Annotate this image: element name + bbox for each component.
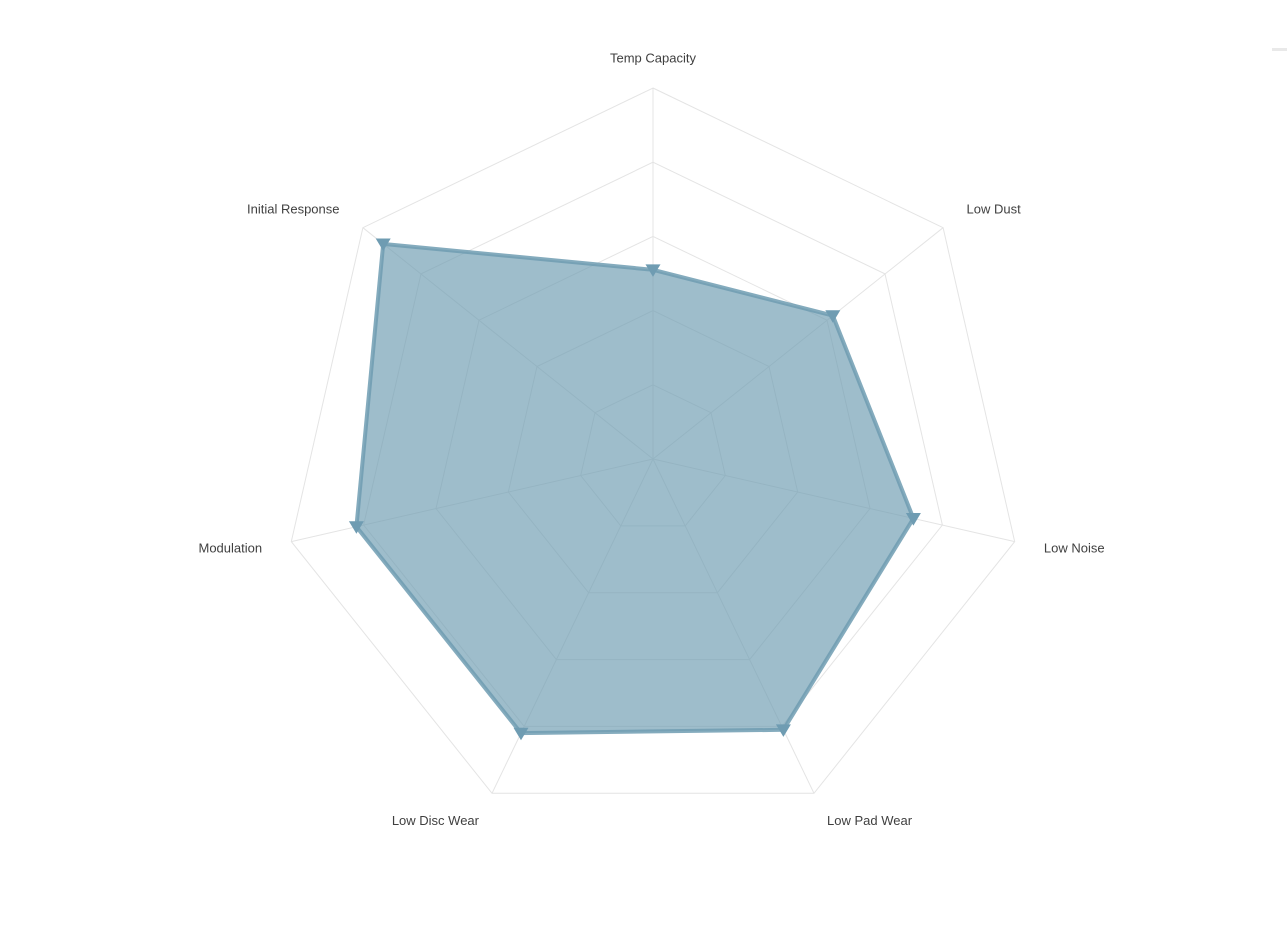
series-line — [354, 241, 916, 736]
data-point-marker-temp-capacity[interactable] — [645, 264, 661, 277]
data-point-marker-modulation[interactable] — [348, 521, 364, 534]
data-point-marker-low-noise[interactable] — [905, 513, 921, 526]
data-point-marker-low-dust[interactable] — [825, 310, 841, 323]
axis-label-low-pad-wear: Low Pad Wear — [827, 813, 913, 828]
axis-label-initial-response: Initial Response — [247, 202, 340, 217]
axis-label-low-dust: Low Dust — [967, 202, 1022, 217]
axis-label-low-disc-wear: Low Disc Wear — [392, 813, 480, 828]
edge-artifact — [1272, 48, 1287, 51]
grid-ring — [290, 87, 1016, 794]
series-area — [356, 243, 914, 734]
axis-label-temp-capacity: Temp Capacity — [610, 51, 696, 66]
data-point-marker-low-pad-wear[interactable] — [775, 724, 791, 737]
data-point-marker-low-disc-wear[interactable] — [513, 727, 529, 741]
axis-label-modulation: Modulation — [198, 541, 262, 556]
data-point-marker-initial-response[interactable] — [375, 238, 391, 252]
axis-label-low-noise: Low Noise — [1044, 541, 1105, 556]
